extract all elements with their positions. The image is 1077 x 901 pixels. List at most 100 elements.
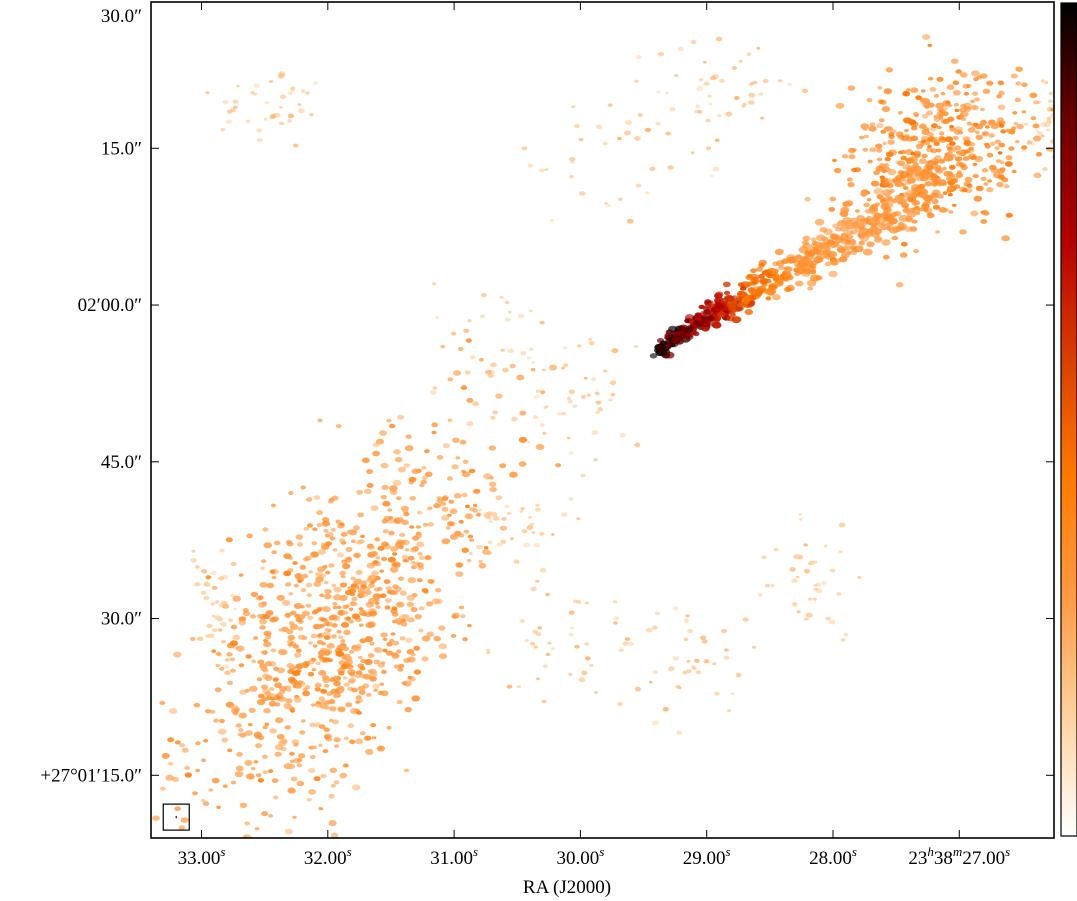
lobe-speckle	[392, 590, 399, 596]
diffuse-speckle	[703, 81, 711, 87]
lobe-speckle	[256, 677, 263, 682]
lobe-speckle	[323, 581, 329, 585]
jet-speckle	[767, 289, 776, 296]
lobe-speckle	[906, 88, 911, 92]
diffuse-speckle	[524, 639, 529, 643]
jet-speckle	[931, 198, 939, 205]
lobe-speckle	[339, 570, 347, 576]
lobe-speckle	[959, 113, 965, 117]
diffuse-speckle	[686, 669, 692, 674]
lobe-speckle	[329, 536, 336, 541]
lobe-speckle	[203, 739, 209, 743]
lobe-speckle	[230, 780, 237, 785]
diffuse-speckle	[613, 621, 618, 625]
lobe-speckle	[348, 607, 354, 611]
lobe-speckle	[360, 584, 367, 589]
diffuse-speckle	[762, 78, 769, 84]
lobe-speckle	[915, 95, 922, 101]
lobe-speckle	[180, 817, 189, 823]
diffuse-speckle	[263, 117, 268, 121]
lobe-speckle	[272, 677, 279, 682]
diffuse-speckle	[556, 411, 562, 415]
lobe-speckle	[337, 706, 346, 713]
diffuse-speckle	[236, 84, 240, 88]
lobe-speckle	[393, 664, 400, 669]
lobe-speckle	[356, 489, 364, 495]
lobe-speckle	[407, 555, 415, 561]
diffuse-speckle	[567, 399, 573, 404]
diffuse-speckle	[675, 684, 681, 689]
diffuse-speckle	[657, 51, 665, 57]
diffuse-speckle	[542, 664, 549, 669]
diffuse-speckle	[702, 60, 707, 64]
beam-ellipse	[175, 815, 178, 819]
lobe-speckle	[351, 596, 358, 602]
lobe-speckle	[226, 642, 235, 649]
lobe-speckle	[883, 126, 892, 132]
diffuse-speckle	[690, 39, 697, 45]
diffuse-speckle	[761, 555, 767, 559]
lobe-speckle	[392, 640, 400, 646]
lobe-speckle	[308, 789, 316, 795]
jet-speckle	[802, 235, 811, 242]
lobe-speckle	[230, 624, 238, 630]
lobe-speckle	[351, 613, 360, 620]
jet-speckle	[749, 294, 757, 300]
lobe-speckle	[885, 67, 893, 73]
jet-speckle	[809, 269, 817, 275]
jet-speckle	[795, 280, 804, 287]
diffuse-speckle	[1046, 128, 1051, 132]
lobe-speckle	[271, 575, 277, 580]
lobe-speckle	[288, 592, 294, 596]
lobe-speckle	[288, 787, 295, 792]
lobe-speckle	[349, 588, 357, 594]
lobe-speckle	[949, 141, 956, 146]
lobe-speckle	[970, 99, 975, 104]
jet-speckle	[698, 319, 706, 325]
lobe-speckle	[300, 485, 307, 490]
jet-speckle	[886, 178, 894, 184]
lobe-speckle	[382, 648, 388, 653]
lobe-speckle	[265, 632, 271, 637]
lobe-speckle	[224, 658, 230, 662]
diffuse-speckle	[226, 109, 233, 114]
lobe-speckle	[435, 598, 443, 605]
diffuse-speckle	[300, 89, 306, 93]
lobe-speckle	[447, 418, 453, 422]
lobe-speckle	[316, 523, 323, 528]
lobe-speckle	[184, 772, 192, 778]
diffuse-speckle	[485, 369, 492, 375]
diffuse-speckle	[594, 391, 600, 396]
diffuse-speckle	[613, 616, 619, 621]
lobe-speckle	[340, 622, 350, 628]
lobe-speckle	[404, 706, 412, 713]
diffuse-speckle	[652, 625, 658, 630]
jet-speckle	[812, 260, 819, 266]
lobe-speckle	[322, 749, 329, 754]
lobe-speckle	[453, 493, 462, 499]
lobe-speckle	[403, 511, 410, 517]
lobe-speckle	[933, 94, 940, 98]
lobe-speckle	[987, 179, 992, 183]
diffuse-speckle	[686, 659, 691, 663]
lobe-speckle	[466, 558, 472, 563]
lobe-speckle	[285, 698, 293, 704]
diffuse-speckle	[588, 337, 593, 341]
diffuse-speckle	[735, 673, 742, 678]
lobe-speckle	[253, 731, 263, 738]
lobe-speckle	[279, 686, 288, 692]
lobe-speckle	[453, 370, 462, 376]
lobe-speckle	[417, 551, 423, 556]
lobe-speckle	[385, 598, 392, 603]
diffuse-speckle	[521, 146, 528, 151]
diffuse-speckle	[536, 677, 540, 681]
jet-speckle	[860, 191, 868, 197]
jet-speckle	[808, 252, 816, 257]
lobe-speckle	[448, 499, 455, 504]
diffuse-speckle	[604, 202, 609, 205]
lobe-speckle	[262, 527, 269, 532]
lobe-speckle	[312, 608, 319, 614]
lobe-speckle	[366, 562, 375, 569]
lobe-speckle	[245, 654, 252, 659]
lobe-speckle	[997, 151, 1003, 155]
